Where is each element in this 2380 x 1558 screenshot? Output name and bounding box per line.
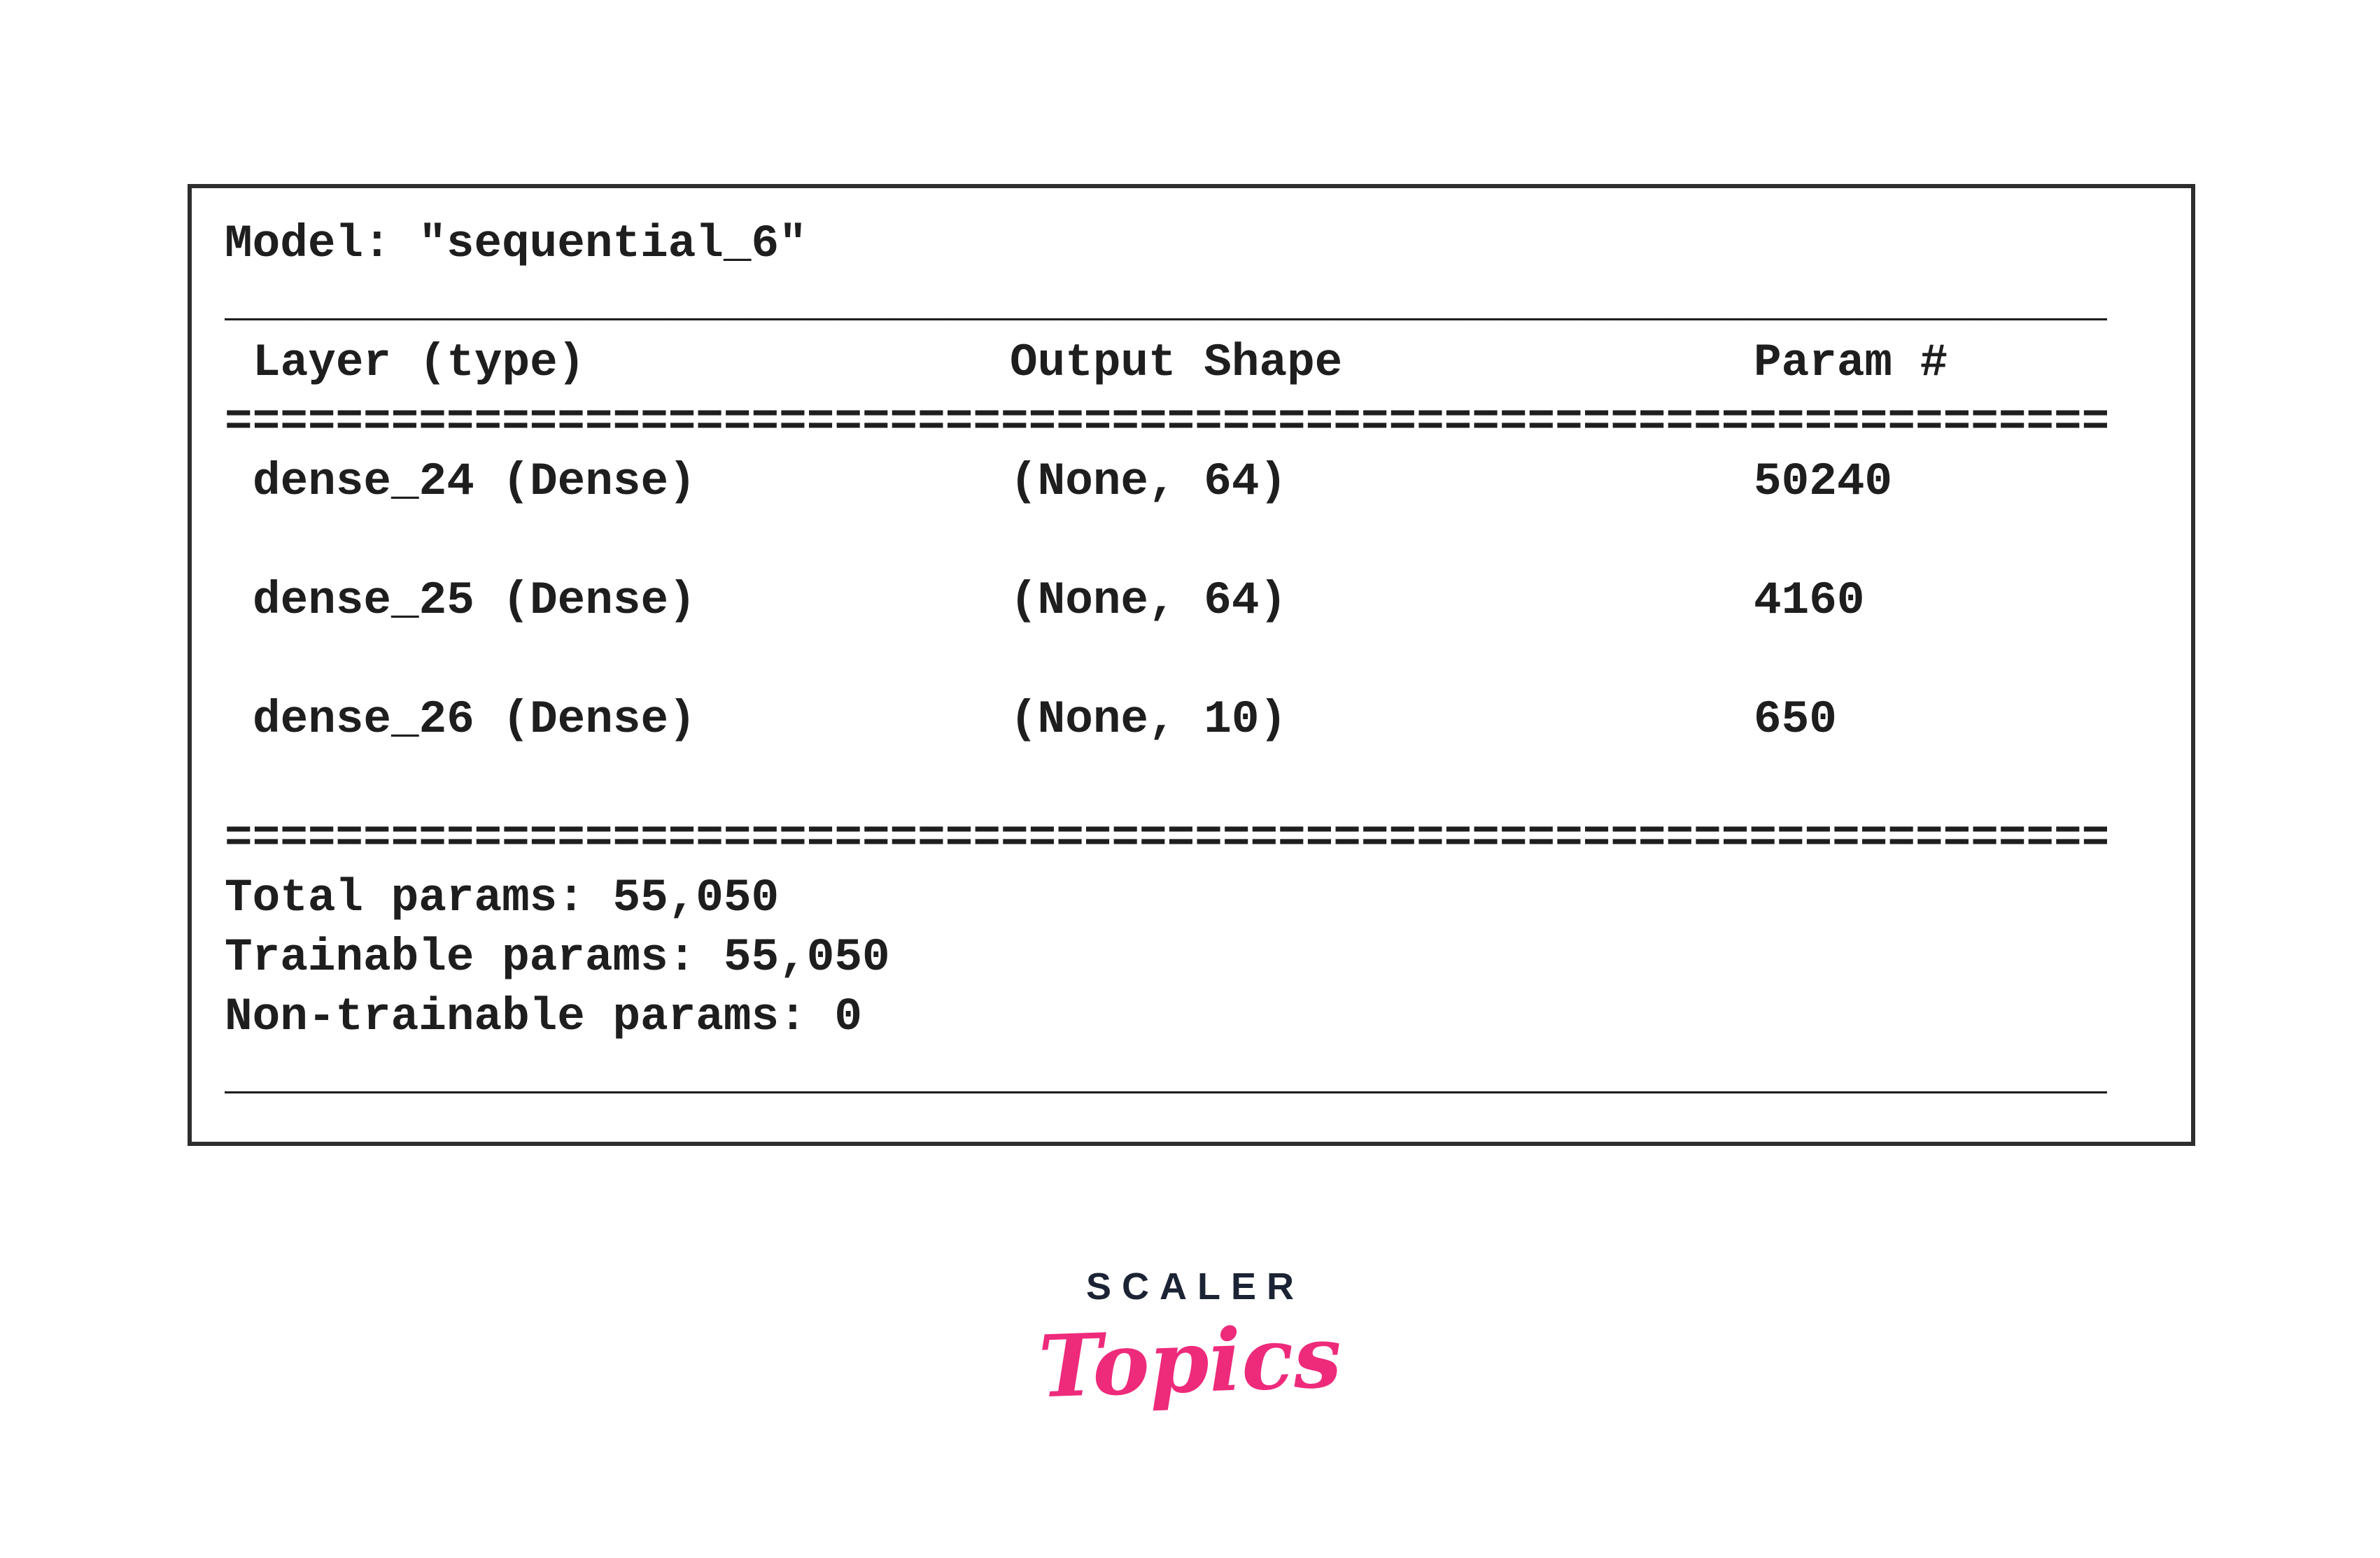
- header-param-count: Param #: [1754, 337, 1948, 389]
- table-row: dense_25 (Dense) (None, 64) 4160: [225, 571, 2107, 630]
- cell-layer: dense_26 (Dense): [253, 693, 696, 746]
- cell-layer: dense_24 (Dense): [253, 455, 696, 508]
- divider-double-top: ========================================…: [225, 396, 2107, 448]
- divider-thin-top: ________________________________________…: [225, 277, 2107, 330]
- cell-params: 4160: [1754, 574, 1865, 627]
- cell-params: 50240: [1754, 455, 1893, 508]
- divider-double-bottom: ========================================…: [225, 812, 2107, 865]
- divider-thin-bottom: ________________________________________…: [225, 1050, 2107, 1103]
- non-trainable-params-line: Non-trainable params: 0: [225, 991, 862, 1043]
- model-title: Model: "sequential_6": [225, 218, 807, 270]
- trainable-params-line: Trainable params: 55,050: [225, 931, 890, 984]
- model-summary-box: Model: "sequential_6" __________________…: [188, 184, 2195, 1146]
- total-params-line: Total params: 55,050: [225, 872, 780, 924]
- scaler-topics-logo: SCALER Topics: [0, 1265, 2380, 1419]
- table-row: dense_26 (Dense) (None, 10) 650: [225, 690, 2107, 749]
- scaler-wordmark: SCALER: [1085, 1266, 1304, 1308]
- header-output-shape: Output Shape: [1010, 337, 1343, 389]
- model-summary: Model: "sequential_6" __________________…: [225, 214, 2107, 1106]
- header-layer-type: Layer (type): [253, 337, 586, 389]
- cell-output-shape: (None, 10): [1010, 693, 1288, 746]
- cell-output-shape: (None, 64): [1010, 574, 1288, 627]
- cell-params: 650: [1754, 693, 1837, 746]
- table-row: dense_24 (Dense) (None, 64) 50240: [225, 452, 2107, 511]
- cell-output-shape: (None, 64): [1010, 455, 1288, 508]
- cell-layer: dense_25 (Dense): [253, 574, 696, 627]
- table-header-row: Layer (type) Output Shape Param #: [225, 333, 2107, 392]
